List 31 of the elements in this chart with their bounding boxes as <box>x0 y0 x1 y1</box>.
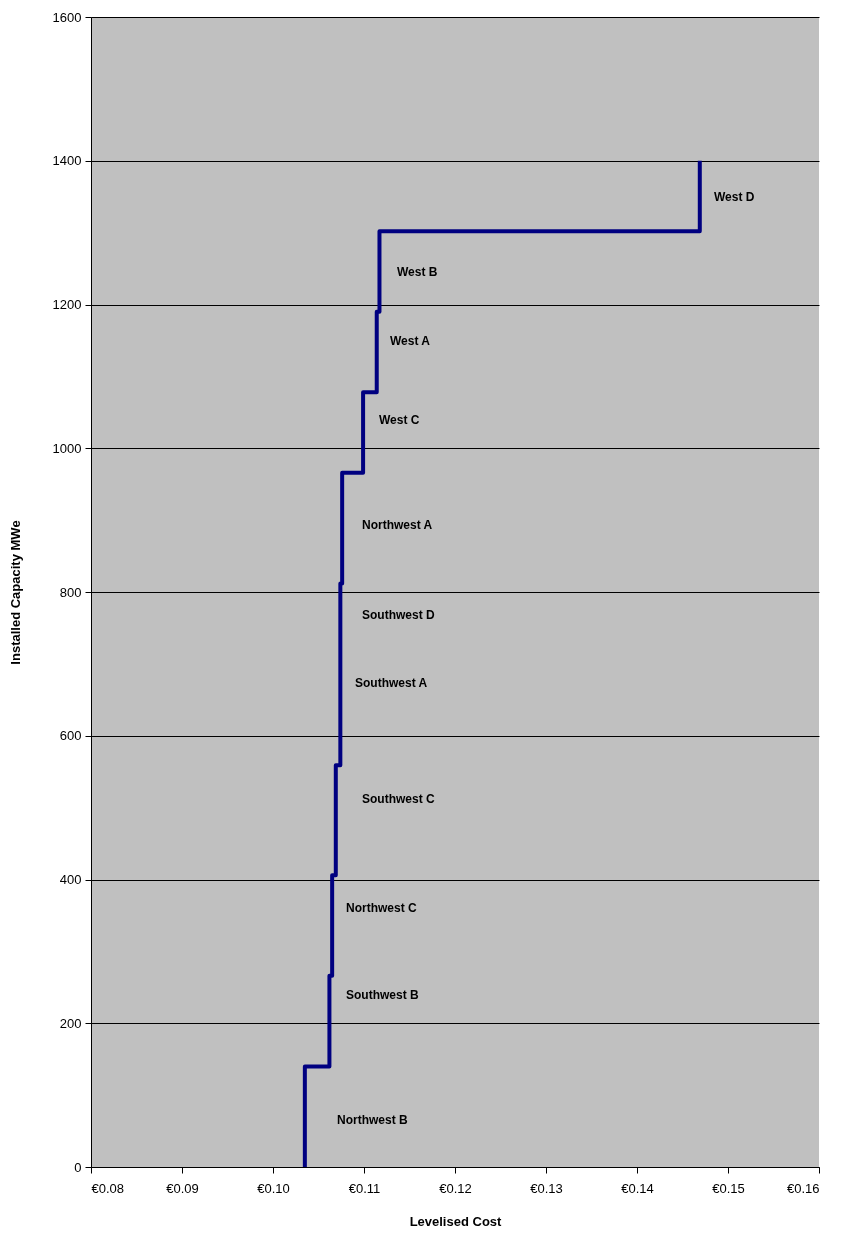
y-tick-label: 800 <box>59 584 82 600</box>
annotation: Southwest C <box>362 792 435 806</box>
x-tick-label: €0.11 <box>348 1180 381 1196</box>
x-tick-label: €0.10 <box>257 1180 290 1196</box>
y-tick-label: 200 <box>59 1015 82 1031</box>
annotation: Northwest A <box>362 518 433 532</box>
y-tick-label: 1000 <box>52 440 82 456</box>
y-tick-label: 1600 <box>52 9 82 25</box>
x-tick-label: €0.12 <box>439 1180 472 1196</box>
annotation: West A <box>390 334 431 348</box>
y-tick-label: 0 <box>74 1159 82 1175</box>
annotation: Southwest D <box>362 608 435 622</box>
annotation: Northwest C <box>346 901 417 915</box>
y-tick-label: 400 <box>59 872 82 887</box>
annotation: West B <box>397 265 438 279</box>
x-tick-label: €0.08 <box>91 1180 125 1196</box>
y-axis-title: Installed Capacity MWe <box>7 520 23 665</box>
x-tick-label: €0.15 <box>712 1180 745 1196</box>
annotation: Southwest B <box>346 988 419 1002</box>
y-tick-label: 1400 <box>52 153 82 169</box>
x-tick-label: €0.14 <box>621 1180 654 1196</box>
annotation: West C <box>379 413 420 427</box>
x-tick-label: €0.13 <box>530 1180 563 1196</box>
y-tick-label: 600 <box>59 728 82 744</box>
annotation: West D <box>714 190 755 204</box>
x-tick-label: €0.16 <box>786 1180 820 1196</box>
annotation: Southwest A <box>355 676 428 690</box>
y-tick-label: 1200 <box>52 297 82 312</box>
x-axis-title: Levelised Cost <box>409 1213 503 1229</box>
annotation: Northwest B <box>337 1113 408 1127</box>
x-tick-label: €0.09 <box>166 1180 199 1196</box>
